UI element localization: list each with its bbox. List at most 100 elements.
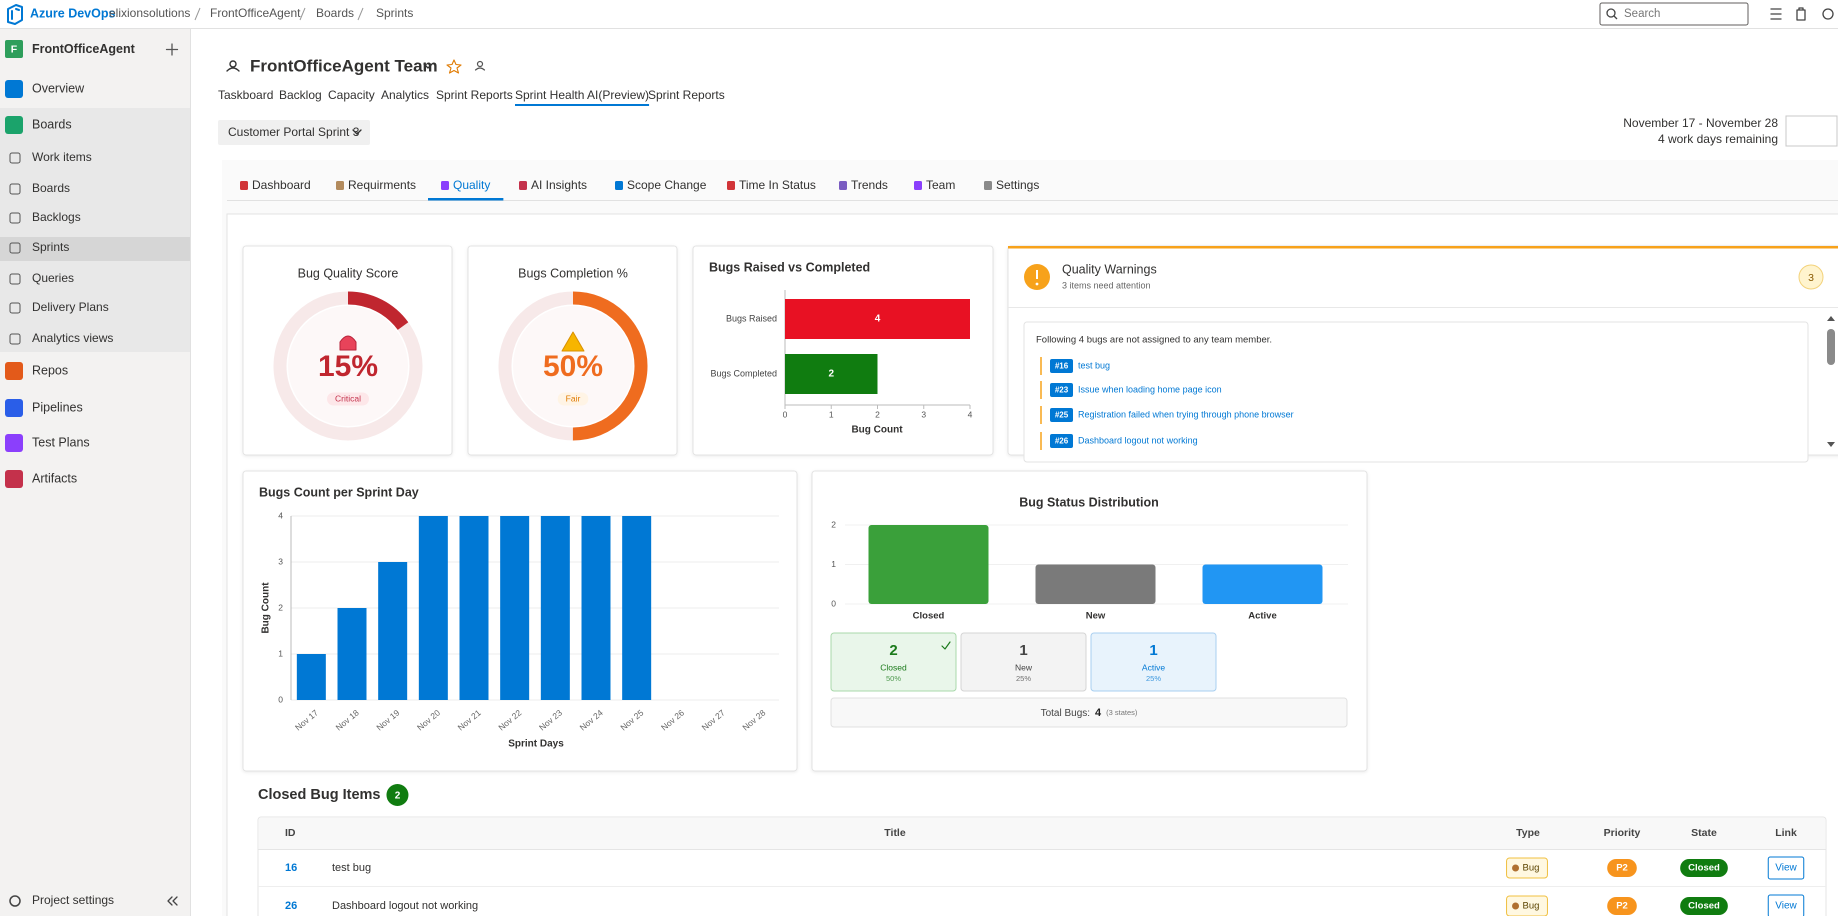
nav-item[interactable]: Analytics views [32, 331, 113, 345]
item-id-bg [1050, 434, 1073, 448]
bar [581, 516, 611, 700]
view-button[interactable]: View [1775, 901, 1797, 912]
x-tick-label: 2 [875, 409, 880, 419]
gauge-title: Bug Quality Score [298, 266, 399, 280]
breadcrumb-item[interactable]: elixionsolutions [109, 6, 190, 20]
breadcrumb-separator [357, 7, 364, 21]
nav-icon [5, 362, 23, 380]
project-name[interactable]: FrontOfficeAgent [32, 42, 136, 56]
state-badge: Closed [1688, 901, 1720, 912]
view-button[interactable]: View [1775, 863, 1797, 874]
report-tab[interactable]: Requirments [348, 178, 416, 192]
project-avatar [5, 40, 23, 58]
nav-icon [5, 80, 23, 98]
hub-tab[interactable]: Sprint Reports [648, 88, 725, 102]
nav-item[interactable]: Backlogs [32, 210, 81, 224]
nav-item[interactable]: Delivery Plans [32, 300, 109, 314]
nav-item[interactable]: Work items [32, 150, 92, 164]
table-header [259, 818, 1825, 849]
data-label: 2 [828, 369, 834, 380]
collapse-icon[interactable] [167, 896, 178, 906]
search-box[interactable] [1599, 2, 1749, 26]
team-name[interactable]: FrontOfficeAgent Team [250, 56, 438, 75]
column-header: Title [884, 827, 906, 839]
report-tab-icon [336, 181, 344, 190]
hub-tab[interactable]: Analytics [381, 88, 429, 102]
report-tab-icon [615, 181, 623, 190]
nav-item[interactable]: Pipelines [32, 400, 83, 414]
priority-badge-bg [1607, 859, 1637, 877]
x-tick-label: Closed [913, 611, 945, 622]
status-label: Closed [880, 662, 907, 672]
report-tab[interactable]: Dashboard [252, 178, 311, 192]
settings-list-icon [1770, 8, 1782, 20]
status-card [830, 632, 957, 692]
bug-title: test bug [332, 862, 371, 874]
nav-item[interactable]: Test Plans [32, 435, 90, 449]
nav-item[interactable]: Repos [32, 363, 68, 377]
category-label: Bugs Completed [710, 368, 777, 378]
report-tab[interactable]: Time In Status [739, 178, 816, 192]
item-title[interactable]: Issue when loading home page icon [1078, 384, 1222, 394]
report-tab[interactable]: AI Insights [531, 178, 587, 192]
search-placeholder: Search [1624, 8, 1660, 20]
status-percent: 25% [1016, 674, 1031, 683]
item-id: #25 [1055, 411, 1069, 420]
nav-icon [5, 470, 23, 488]
help-icon[interactable] [1822, 8, 1834, 20]
axis-title: Bug Count [851, 425, 903, 436]
nav-item[interactable]: Sprints [32, 240, 69, 254]
status-percent: 25% [1146, 674, 1161, 683]
sub-nav-band [0, 108, 190, 352]
section-count: 2 [395, 791, 401, 802]
hub-tab[interactable]: Backlog [279, 88, 322, 102]
hub-tab[interactable]: Capacity [328, 88, 375, 102]
hub-tab[interactable]: Sprint Health AI(Preview) [515, 88, 649, 102]
bar [378, 562, 408, 700]
report-tab[interactable]: Quality [453, 178, 490, 192]
report-tab[interactable]: Scope Change [627, 178, 707, 192]
nav-item[interactable]: Boards [32, 181, 70, 195]
report-tab[interactable]: Settings [996, 178, 1039, 192]
breadcrumb-item[interactable]: Sprints [376, 6, 413, 20]
item-title[interactable]: Registration failed when trying through … [1078, 409, 1294, 419]
bar [785, 354, 878, 394]
warnings-message: Following 4 bugs are not assigned to any… [1036, 335, 1272, 346]
favorite-star[interactable] [446, 59, 462, 74]
sprint-chevron [352, 129, 362, 135]
hub-tab[interactable]: Sprint Reports [436, 88, 513, 102]
team-members-icon [476, 60, 484, 68]
hub-tab[interactable]: Taskboard [218, 88, 273, 102]
bar [1035, 564, 1156, 604]
gauge-value: 15% [318, 350, 378, 383]
status-count: 2 [889, 642, 897, 659]
gauge-status-bg [557, 392, 589, 406]
check-icon [941, 641, 951, 650]
status-label: Active [1142, 662, 1165, 672]
bug-id[interactable]: 26 [285, 900, 297, 912]
product-name[interactable]: Azure DevOps [30, 6, 115, 20]
y-tick-label: 1 [831, 559, 836, 569]
total-value: 4 [1095, 707, 1102, 719]
breadcrumb-item[interactable]: FrontOfficeAgent [210, 6, 301, 20]
nav-item[interactable]: Artifacts [32, 471, 77, 485]
sprint-picker[interactable] [218, 120, 370, 145]
bug-id[interactable]: 16 [285, 862, 297, 874]
date-field [1785, 115, 1838, 147]
report-tab[interactable]: Trends [851, 178, 888, 192]
nav-item[interactable]: Queries [32, 271, 74, 285]
report-tab-underline [428, 198, 504, 201]
report-tab-icon [727, 181, 735, 190]
nav-item[interactable]: Boards [32, 117, 72, 131]
view-button-bg [1767, 894, 1805, 916]
item-title[interactable]: Dashboard logout not working [1078, 435, 1198, 445]
breadcrumb-separator [194, 7, 201, 21]
item-title[interactable]: test bug [1078, 360, 1110, 370]
nav-item[interactable]: Overview [32, 81, 85, 95]
report-tab[interactable]: Team [926, 178, 955, 192]
breadcrumb-item[interactable]: Boards [316, 6, 354, 20]
bar [868, 525, 989, 604]
project-settings[interactable]: Project settings [32, 893, 114, 907]
